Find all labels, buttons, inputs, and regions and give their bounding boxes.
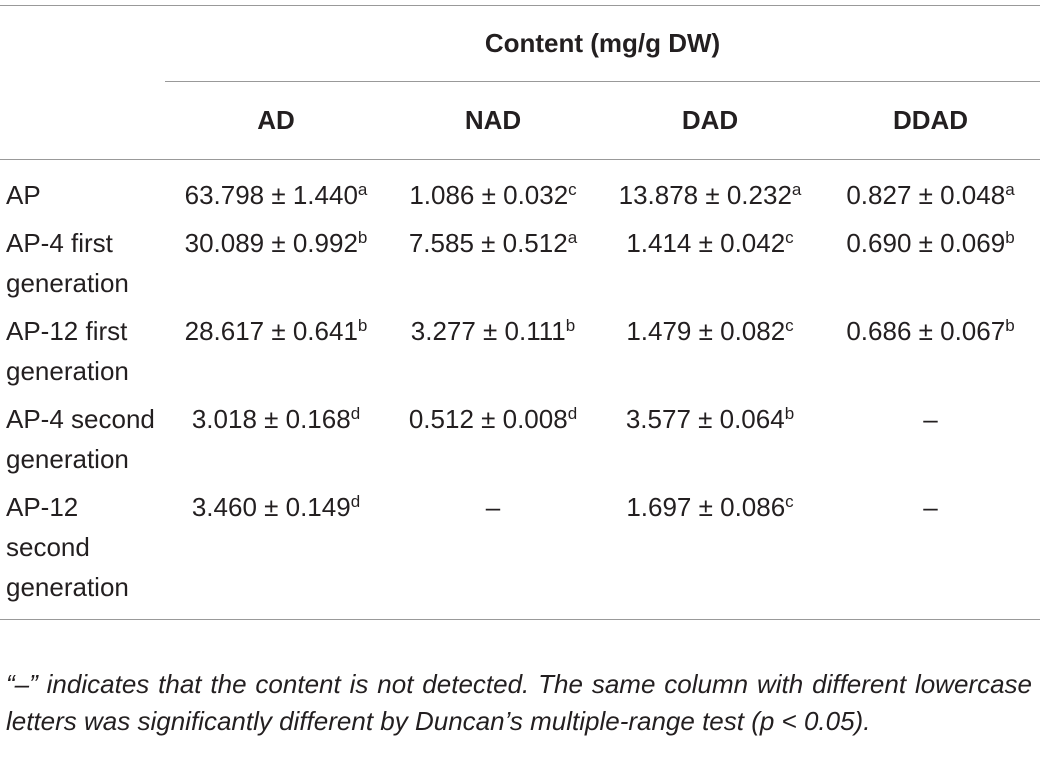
significance-letter: a — [567, 228, 578, 247]
cell: 7.585 ± 0.512a — [387, 215, 599, 303]
cell-value: 0.686 ± 0.067 — [846, 316, 1006, 346]
significance-letter: a — [1005, 180, 1015, 199]
cell-value: 3.018 ± 0.168 — [191, 404, 351, 434]
row-label: AP — [6, 180, 41, 210]
significance-letter: c — [785, 228, 794, 247]
cell-value: 1.479 ± 0.082 — [626, 316, 786, 346]
significance-letter: a — [357, 180, 368, 199]
cell: 1.697 ± 0.086c — [599, 479, 821, 620]
cell-value: 63.798 ± 1.440 — [184, 180, 358, 210]
row-label: AP-12 first generation — [6, 316, 129, 386]
cell-value: 7.585 ± 0.512 — [408, 228, 568, 258]
cell: 63.798 ± 1.440a — [165, 160, 387, 216]
cell: 3.460 ± 0.149d — [165, 479, 387, 620]
cell: 0.686 ± 0.067b — [821, 303, 1040, 391]
cell-value: 1.414 ± 0.042 — [626, 228, 786, 258]
cell-value: 30.089 ± 0.992 — [184, 228, 358, 258]
significance-letter: d — [350, 492, 361, 511]
cell-value: 0.827 ± 0.048 — [846, 180, 1006, 210]
cell-value: 0.690 ± 0.069 — [846, 228, 1006, 258]
cell: 13.878 ± 0.232a — [599, 160, 821, 216]
cell: – — [821, 479, 1040, 620]
column-header-row: AD NAD DAD DDAD — [0, 81, 1040, 160]
cell: 3.277 ± 0.111b — [387, 303, 599, 391]
cell-value: – — [923, 492, 938, 522]
cell-value: 1.697 ± 0.086 — [626, 492, 786, 522]
cell-value: 3.460 ± 0.149 — [191, 492, 351, 522]
column-header: DAD — [599, 81, 821, 160]
cell: 1.086 ± 0.032c — [387, 160, 599, 216]
cell: 1.479 ± 0.082c — [599, 303, 821, 391]
cell-value: – — [485, 492, 501, 522]
data-table: Content (mg/g DW) AD NAD DAD DDAD AP 63.798 … — [0, 5, 1040, 620]
group-header: Content (mg/g DW) — [165, 5, 1040, 82]
table-row: AP-4 first generation 30.089 ± 0.992b 7.58… — [0, 215, 1040, 303]
table-row: AP-12 second generation 3.460 ± 0.149d –1.… — [0, 479, 1040, 620]
row-label: AP-4 second generation — [6, 404, 155, 474]
footnote: “–” indicates that the content is not de… — [6, 669, 1032, 736]
row-label: AP-12 second generation — [0, 479, 165, 620]
column-header: NAD — [387, 81, 599, 160]
cell-value: 3.577 ± 0.064 — [625, 404, 785, 434]
column-header: DDAD — [821, 81, 1040, 160]
cell: 0.690 ± 0.069b — [821, 215, 1040, 303]
significance-letter: b — [565, 316, 576, 335]
significance-letter: b — [1005, 316, 1015, 335]
cell: – — [821, 391, 1040, 479]
significance-letter: d — [350, 404, 361, 423]
corner — [0, 81, 165, 160]
cell: 0.512 ± 0.008d — [387, 391, 599, 479]
table-body: AP 63.798 ± 1.440a 1.086 ± 0.032c 13.878 ± … — [0, 160, 1040, 620]
cell: 0.827 ± 0.048a — [821, 160, 1040, 216]
cell-value: 0.512 ± 0.008 — [408, 404, 568, 434]
cell: – — [387, 479, 599, 620]
significance-letter: c — [785, 316, 794, 335]
cell: 3.577 ± 0.064b — [599, 391, 821, 479]
header-row: Content (mg/g DW) — [0, 5, 1040, 82]
column-header: AD — [165, 81, 387, 160]
cell-value: 13.878 ± 0.232 — [618, 180, 792, 210]
significance-letter: c — [568, 180, 577, 199]
significance-letter: b — [357, 316, 368, 335]
row-label: AP-4 first generation — [6, 228, 129, 298]
significance-letter: a — [791, 180, 802, 199]
cell: 28.617 ± 0.641b — [165, 303, 387, 391]
cell: 1.414 ± 0.042c — [599, 215, 821, 303]
significance-letter: b — [1005, 228, 1015, 247]
significance-letter: c — [785, 492, 794, 511]
cell: 30.089 ± 0.992b — [165, 215, 387, 303]
cell-value: – — [923, 404, 938, 434]
cell: 3.018 ± 0.168d — [165, 391, 387, 479]
cell-value: 3.277 ± 0.111 — [410, 316, 566, 346]
significance-letter: d — [567, 404, 578, 423]
table-row: AP-4 second generation 3.018 ± 0.168d 0.51… — [0, 391, 1040, 479]
table-row: AP 63.798 ± 1.440a 1.086 ± 0.032c 13.878 ± … — [0, 160, 1040, 216]
cell-value: 28.617 ± 0.641 — [184, 316, 358, 346]
cell-value: 1.086 ± 0.032 — [409, 180, 569, 210]
table-row: AP-12 first generation 28.617 ± 0.641b 3.2… — [0, 303, 1040, 391]
corner — [0, 5, 165, 82]
significance-letter: b — [784, 404, 795, 423]
significance-letter: b — [357, 228, 368, 247]
